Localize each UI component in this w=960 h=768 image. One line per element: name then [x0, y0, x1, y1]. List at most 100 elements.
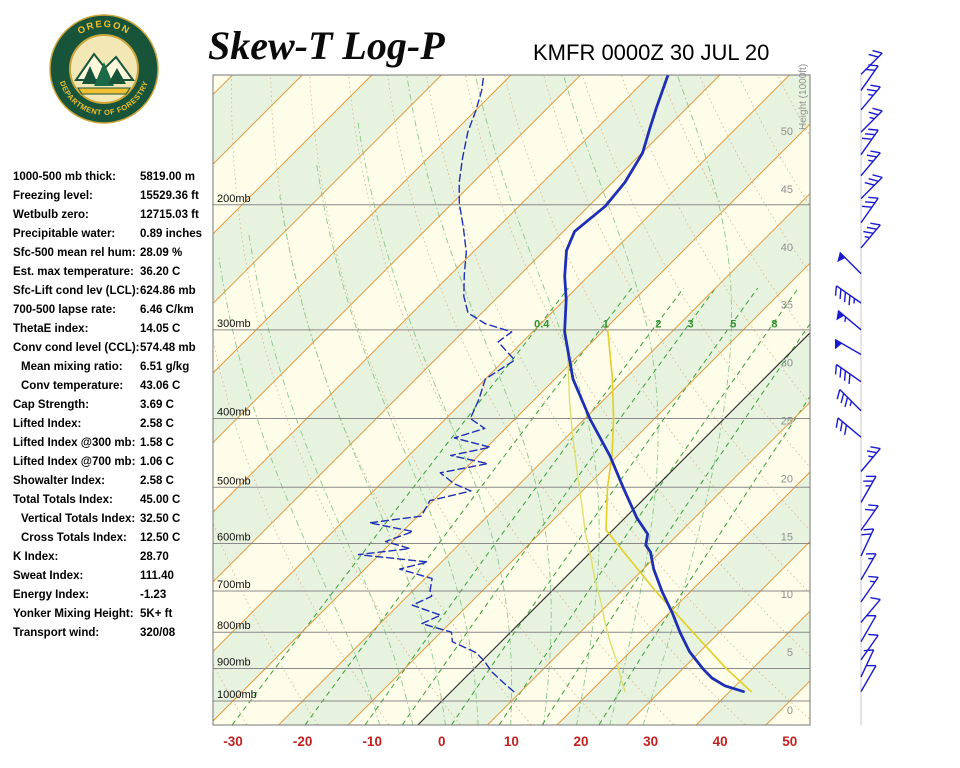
- stat-value: 6.51 g/kg: [140, 360, 190, 373]
- mixing-ratio-line: [451, 287, 759, 725]
- stat-label: Total Totals Index:: [13, 493, 113, 506]
- wind-barb-staff: [860, 129, 879, 156]
- wind-barb: [860, 528, 875, 557]
- stat-value: 28.70: [140, 550, 169, 563]
- isotherm-line: [487, 401, 810, 725]
- wind-barb-staff: [860, 152, 881, 177]
- wind-barb: [860, 633, 879, 661]
- dry-adiabat: [855, 74, 960, 724]
- wind-barb-half: [868, 159, 874, 162]
- stat-value: 111.40: [140, 569, 174, 582]
- odf-logo-svg: OREGON DEPARTMENT OF FORESTRY: [49, 14, 159, 124]
- stat-label: Transport wind:: [13, 626, 100, 639]
- stat-label: Cap Strength:: [13, 398, 90, 411]
- stat-value: 32.50 C: [140, 512, 181, 525]
- stat-row: Sweat Index: 111.40: [13, 566, 213, 585]
- wind-barb-half: [868, 455, 874, 458]
- wind-barb-full: [870, 84, 881, 88]
- wind-barb-full: [848, 295, 851, 306]
- wind-barb-half: [844, 316, 847, 323]
- wind-barb-full: [866, 88, 877, 92]
- isotherm-line: [347, 262, 810, 725]
- page-title: Skew-T Log-P: [208, 23, 445, 68]
- stat-row: Lifted Index @700 mb: 1.06 C: [13, 452, 213, 471]
- stat-label: Showalter Index:: [13, 474, 106, 487]
- stat-value: -1.23: [140, 588, 167, 601]
- wind-barb-half: [868, 93, 874, 97]
- dewpoint-trace: [357, 75, 516, 693]
- stat-value: 14.05 C: [140, 322, 181, 335]
- temp-tick-label: 50: [782, 734, 797, 749]
- moist-adiabat: [406, 75, 552, 725]
- wind-barb: [860, 222, 881, 249]
- wind-barb-full: [839, 288, 842, 299]
- mixing-ratio-label: 1: [603, 319, 609, 331]
- dry-adiabat: [387, 75, 746, 725]
- wind-barb-staff: [860, 598, 881, 623]
- height-tick-label: 40: [781, 242, 793, 254]
- stat-value: 1.06 C: [140, 455, 174, 468]
- stat-row: Yonker Mixing Height: 5K+ ft: [13, 604, 213, 623]
- stat-label: Precipitable water:: [13, 227, 116, 240]
- wind-barb-full: [870, 597, 881, 601]
- wind-barb-flag: [837, 252, 846, 263]
- wind-barb-staff: [860, 649, 875, 678]
- isotherm-line: [278, 192, 810, 725]
- wind-barb: [860, 504, 879, 531]
- stat-label: Lifted Index @700 mb:: [13, 455, 136, 468]
- stat-row: Showalter Index: 2.58 C: [13, 471, 213, 490]
- wind-barb-full: [844, 424, 848, 435]
- dry-adiabat: [816, 74, 960, 724]
- wind-barb-full: [868, 504, 879, 507]
- stat-label: Lifted Index:: [13, 417, 82, 430]
- temp-tick-label: -30: [223, 734, 243, 749]
- isotherm-line: [213, 75, 442, 305]
- wind-barb-staff: [860, 197, 879, 224]
- mixing-ratio-label: 0.4: [534, 319, 550, 331]
- dry-adiabat: [309, 75, 603, 725]
- wind-barb-half: [849, 400, 853, 407]
- isotherm-line: [835, 75, 960, 725]
- isotherm-band: [835, 75, 960, 725]
- wind-barb-full: [865, 133, 876, 136]
- moist-adiabat: [357, 121, 513, 725]
- wind-barb: [860, 475, 877, 503]
- tree-icon: [94, 62, 114, 86]
- pressure-label: 900mb: [217, 657, 251, 669]
- wind-barb-full: [834, 285, 838, 296]
- wind-barb: [860, 150, 881, 177]
- dry-adiabat: [699, 75, 810, 274]
- wind-barb-full: [866, 154, 877, 158]
- dry-adiabat: [270, 75, 532, 725]
- wind-barb: [860, 575, 879, 603]
- stat-value: 320/08: [140, 626, 176, 639]
- isotherm-line: [213, 75, 233, 96]
- wind-barb-staff: [860, 176, 883, 200]
- stat-label: K Index:: [13, 550, 59, 563]
- stat-row: Lifted Index @300 mb: 1.58 C: [13, 433, 213, 452]
- wind-barb-full: [870, 222, 881, 226]
- wind-barb-full: [868, 196, 879, 199]
- wind-barb: [836, 309, 862, 331]
- temp-tick-label: 0: [438, 734, 446, 749]
- stat-row: ThetaE index: 14.05 C: [13, 319, 213, 338]
- isotherm-line: [626, 540, 810, 725]
- wind-barb-staff: [837, 417, 862, 438]
- wind-barb: [835, 417, 862, 438]
- stat-row: Mean mixing ratio: 6.51 g/kg: [13, 357, 213, 376]
- stat-label: Wetbulb zero:: [13, 208, 89, 221]
- stat-label: 1000-500 mb thick:: [13, 170, 116, 183]
- stat-value: 12.50 C: [140, 531, 181, 544]
- isotherm-line: [213, 75, 790, 653]
- wind-barb-staff: [860, 448, 881, 472]
- temp-tick-label: -10: [362, 734, 382, 749]
- stat-value: 5819.00 m: [140, 170, 195, 183]
- moist-adiabat: [562, 75, 659, 725]
- plot-area: [213, 74, 960, 725]
- dry-adiabat: [426, 75, 810, 720]
- mixing-ratio-label: 2: [655, 319, 661, 331]
- stat-value: 15529.36 ft: [140, 189, 199, 202]
- stat-label: Lifted Index @300 mb:: [13, 436, 136, 449]
- wind-barb-full: [861, 137, 872, 140]
- stat-row: Transport wind: 320/08: [13, 623, 213, 642]
